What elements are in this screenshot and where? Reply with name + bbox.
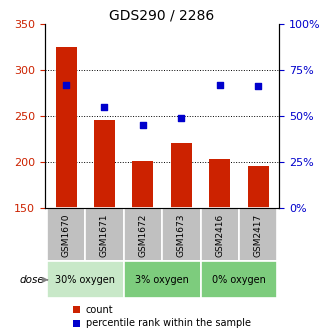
Text: GSM1673: GSM1673 — [177, 213, 186, 257]
Bar — [47, 208, 85, 261]
Bar — [247, 166, 269, 208]
Text: GSM2416: GSM2416 — [215, 213, 224, 256]
Bar — [124, 261, 201, 298]
Text: 3% oxygen: 3% oxygen — [135, 275, 189, 285]
Text: count: count — [86, 305, 114, 314]
Text: GSM2417: GSM2417 — [254, 213, 263, 256]
Bar — [132, 161, 153, 208]
Point — [256, 84, 261, 89]
Text: 30% oxygen: 30% oxygen — [55, 275, 115, 285]
Bar — [124, 208, 162, 261]
Point — [64, 82, 69, 87]
Point — [179, 115, 184, 121]
Bar — [239, 208, 277, 261]
Text: percentile rank within the sample: percentile rank within the sample — [86, 319, 251, 328]
Text: dose: dose — [20, 275, 45, 285]
Text: GSM1672: GSM1672 — [138, 213, 147, 257]
Bar — [47, 261, 124, 298]
Text: GSM1671: GSM1671 — [100, 213, 109, 257]
Title: GDS290 / 2286: GDS290 / 2286 — [109, 8, 215, 23]
Bar — [209, 159, 230, 208]
Bar — [201, 208, 239, 261]
Text: GSM1670: GSM1670 — [62, 213, 71, 257]
Point — [217, 82, 222, 87]
Point — [140, 123, 145, 128]
Bar — [171, 143, 192, 208]
Point — [102, 104, 107, 110]
Text: 0% oxygen: 0% oxygen — [212, 275, 266, 285]
Bar — [162, 208, 201, 261]
Bar — [94, 120, 115, 208]
Bar — [73, 320, 80, 327]
Bar — [201, 261, 277, 298]
Bar — [56, 47, 77, 208]
Bar — [85, 208, 124, 261]
Bar — [73, 306, 80, 313]
